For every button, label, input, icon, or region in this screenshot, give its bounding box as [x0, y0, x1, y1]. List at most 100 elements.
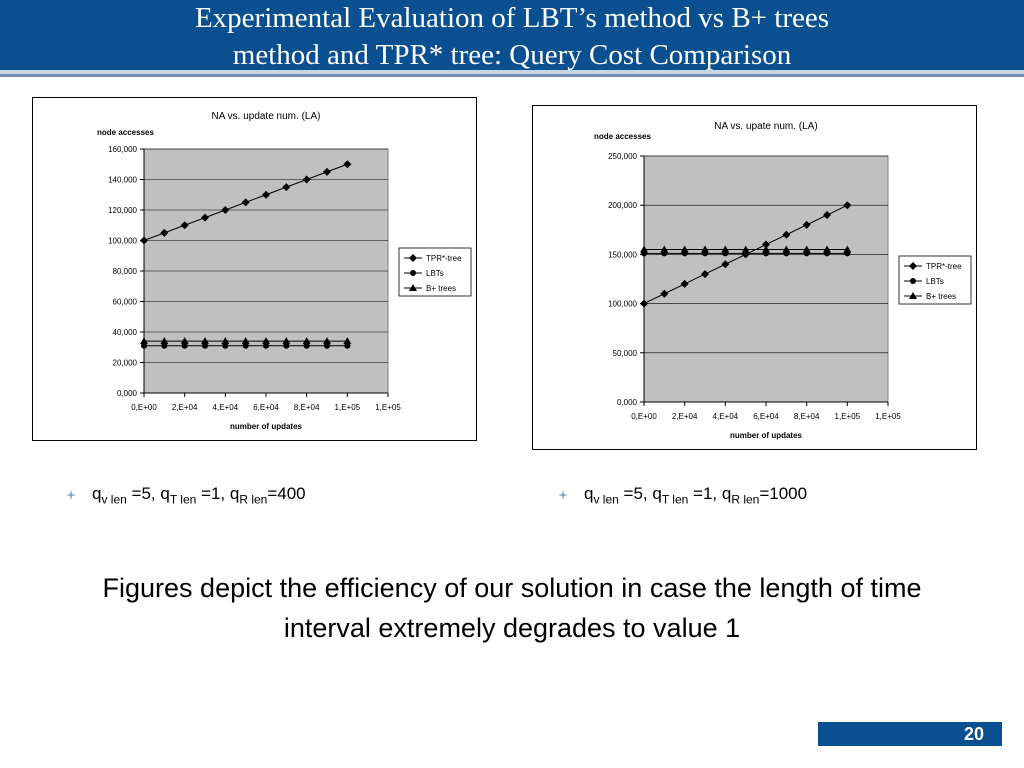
- chart-right-x-tick-label: 6,E+04: [753, 412, 779, 421]
- chart-right: NA vs. upate num. (LA) node accesses 0,000…: [532, 105, 977, 450]
- chart-left-data-point: [241, 337, 250, 345]
- chart-right-x-axis-label: number of updates: [730, 431, 803, 440]
- chart-right-data-point: [843, 201, 852, 210]
- chart-left-data-point: [180, 337, 189, 345]
- chart-right-legend-label: B+ trees: [926, 292, 956, 301]
- chart-left-data-point: [201, 337, 209, 345]
- chart-left-data-point: [222, 342, 229, 349]
- chart-right-legend-label: TPR*-tree: [926, 262, 962, 271]
- chart-left-data-point: [262, 337, 270, 345]
- chart-left-legend-marker: [410, 270, 416, 276]
- chart-left-y-tick-label: 20,000: [113, 359, 138, 368]
- chart-right-plot-area: [643, 155, 889, 403]
- chart-left-data-point: [343, 160, 352, 169]
- chart-left-y-tick-label: 80,000: [113, 267, 138, 276]
- chart-right-data-point: [782, 245, 791, 253]
- chart-right-data-point: [843, 245, 852, 253]
- chart-left-data-point: [161, 342, 168, 349]
- title-bar: Experimental Evaluation of LBT’s method …: [0, 0, 1024, 71]
- chart-right-y-tick-label: 0,000: [617, 398, 638, 407]
- chart-right-series-2: [640, 245, 852, 253]
- chart-right-data-point: [762, 245, 770, 253]
- chart-left-legend-label: B+ trees: [426, 284, 456, 293]
- chart-left-series-2: [140, 337, 352, 345]
- chart-right-data-point: [823, 245, 831, 253]
- chart-left-data-point: [180, 221, 189, 230]
- chart-left-gridlines: [144, 148, 388, 363]
- chart-right-data-point: [721, 245, 730, 253]
- chart-left-data-point: [302, 175, 311, 184]
- chart-right-x-tick-label: 8,E+04: [794, 412, 820, 421]
- chart-left-legend-marker: [409, 254, 417, 262]
- bullet-right-v-sub: v len: [593, 492, 619, 507]
- chart-right-legend-label: LBTs: [926, 277, 944, 286]
- bullet-left-text-2: =1, q: [196, 484, 240, 503]
- chart-left-data-point: [221, 206, 230, 214]
- chart-left-x-tick-label: 1,E+05: [335, 403, 361, 412]
- chart-left-y-tick-label: 40,000: [113, 328, 138, 337]
- chart-right-data-point: [680, 279, 689, 288]
- bullet-right-t-sub: T len: [661, 492, 689, 507]
- slide-title-line-1: Experimental Evaluation of LBT’s method …: [194, 2, 830, 34]
- bullet-right-text-3: =1000: [759, 484, 808, 503]
- chart-right-y-tick-label: 100,000: [608, 300, 637, 309]
- bullet-right: qv len =5, qT len =1, qR len=1000: [558, 484, 807, 506]
- chart-left-title: NA vs. update num. (LA): [212, 111, 321, 122]
- chart-right-data-point: [680, 245, 689, 253]
- chart-left-data-point: [282, 337, 291, 345]
- chart-right-x-tick-label: 4,E+04: [713, 412, 739, 421]
- chart-right-y-tick-label: 250,000: [608, 152, 637, 161]
- chart-left-x-tick-label: 4,E+04: [213, 403, 239, 412]
- caption-line-1: Figures depict the efficiency of our sol…: [102, 573, 922, 603]
- chart-left-x-tick-label: 6,E+04: [253, 403, 279, 412]
- chart-left-y-tick-label: 140,000: [108, 176, 137, 185]
- chart-left-data-point: [302, 337, 311, 345]
- chart-left-legend: TPR*-tree LBTs B+ trees: [398, 247, 472, 297]
- chart-left-data-point: [344, 342, 351, 349]
- bullet-left: qv len =5, qT len =1, qR len=400: [66, 484, 306, 506]
- chart-right-x-tick-label: 1,E+05: [835, 412, 861, 421]
- bullet-right-text-1: =5, q: [618, 484, 662, 503]
- chart-right-x-tick-label: 1,E+05: [875, 412, 901, 421]
- chart-right-data-point: [802, 245, 811, 253]
- chart-right-data-point: [741, 245, 750, 253]
- chart-left-data-point: [262, 190, 270, 199]
- chart-left-data-point: [242, 342, 249, 349]
- slide-title: Experimental Evaluation of LBT’s method …: [60, 0, 964, 74]
- chart-left-data-point: [241, 198, 250, 207]
- bullet-diamond-icon: [558, 489, 568, 500]
- chart-left-legend-label: TPR*-tree: [426, 254, 462, 263]
- chart-left-data-point: [282, 183, 291, 192]
- chart-left-data-point: [201, 213, 209, 222]
- chart-left-data-point: [181, 342, 188, 349]
- chart-right-y-tick-label: 200,000: [608, 201, 637, 210]
- chart-left-data-point: [140, 236, 148, 245]
- chart-left-data-point: [160, 337, 169, 345]
- bullet-left-r-sub: R len: [239, 492, 268, 507]
- chart-right-legend-marker: [909, 292, 917, 299]
- chart-left-data-point: [263, 342, 269, 349]
- chart-left-x-tick-label: 2,E+04: [172, 403, 198, 412]
- chart-left-y-tick-label: 120,000: [108, 206, 137, 215]
- bullet-right-q: q: [584, 484, 594, 503]
- header-rule-light: [0, 70, 1024, 74]
- chart-left-data-point: [343, 337, 352, 345]
- chart-right-data-point: [802, 220, 811, 229]
- chart-right-y-axis-label: node accesses: [594, 132, 651, 141]
- footer-bar: 20: [818, 722, 1002, 746]
- chart-right-data-point: [701, 245, 709, 253]
- chart-left-legend-marker: [409, 284, 417, 291]
- chart-right-data-point: [701, 270, 709, 279]
- bullet-left-text-1: =5, q: [126, 484, 170, 503]
- chart-left-y-axis-label: node accesses: [97, 128, 154, 137]
- chart-left-y-tick-label: 0,000: [117, 389, 138, 398]
- chart-left-data-point: [202, 342, 208, 349]
- chart-right-data-point: [762, 240, 770, 249]
- chart-left-series-0: [140, 160, 352, 245]
- chart-left-data-point: [323, 167, 331, 176]
- header-rule-dark: [0, 74, 1024, 77]
- page-number: 20: [963, 724, 984, 744]
- bullet-left-v-sub: v len: [101, 492, 127, 507]
- chart-right-legend-marker: [909, 262, 917, 270]
- chart-right-title: NA vs. upate num. (LA): [714, 121, 817, 132]
